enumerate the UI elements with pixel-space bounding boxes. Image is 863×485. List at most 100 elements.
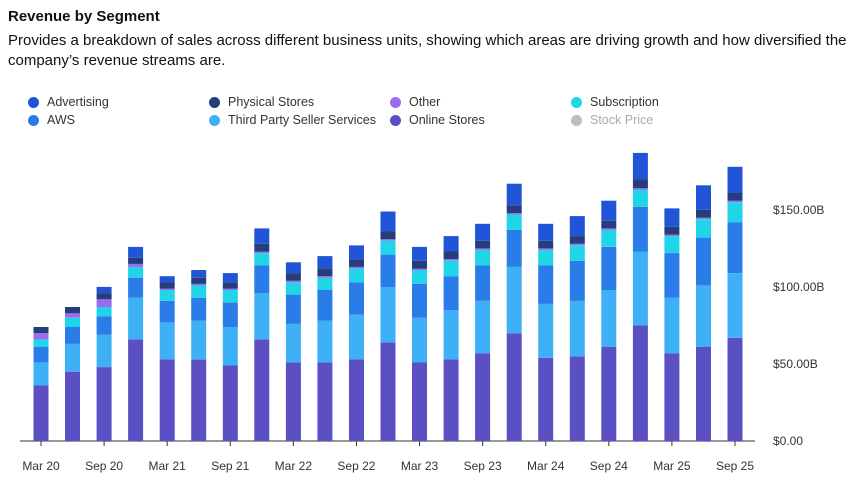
bar-segment-other[interactable] [128,263,144,267]
bar-segment-aws[interactable] [380,254,396,287]
bar-stack-mar-20[interactable] [33,327,49,441]
bar-stack-sep-23[interactable] [475,223,491,441]
bar-segment-advertising[interactable] [443,236,459,252]
bar-segment-subscription[interactable] [443,260,459,277]
bar-segment-physical-stores[interactable] [191,277,207,284]
bar-segment-online-stores[interactable] [191,359,207,441]
bar-segment-aws[interactable] [475,265,491,301]
bar-stack-dec-24[interactable] [632,152,648,441]
bar-segment-physical-stores[interactable] [33,327,49,334]
bar-segment-other[interactable] [222,288,238,291]
bar-segment-third-party-seller-services[interactable] [601,290,617,347]
bar-segment-subscription[interactable] [601,229,617,247]
bar-segment-subscription[interactable] [664,236,680,253]
bar-segment-physical-stores[interactable] [254,243,270,252]
bar-segment-advertising[interactable] [475,223,491,241]
bar-stack-jun-23[interactable] [443,236,459,441]
bar-stack-dec-23[interactable] [506,183,522,441]
bar-segment-physical-stores[interactable] [222,282,238,289]
bar-segment-advertising[interactable] [727,166,743,193]
bar-segment-third-party-seller-services[interactable] [475,300,491,354]
bar-segment-subscription[interactable] [33,339,49,347]
bar-segment-subscription[interactable] [696,219,711,238]
bar-segment-advertising[interactable] [632,152,648,180]
bar-segment-other[interactable] [285,280,301,283]
bar-segment-online-stores[interactable] [317,362,333,441]
legend-item-online-stores[interactable]: Online Stores [390,112,485,128]
bar-segment-aws[interactable] [191,297,207,321]
bar-stack-dec-22[interactable] [380,211,396,442]
bar-segment-physical-stores[interactable] [506,205,522,213]
bar-segment-subscription[interactable] [380,240,396,255]
bar-segment-online-stores[interactable] [664,353,680,441]
bar-stack-jun-20[interactable] [65,307,80,441]
bar-segment-third-party-seller-services[interactable] [96,334,112,368]
bar-segment-online-stores[interactable] [569,356,585,441]
bar-stack-sep-25[interactable] [727,166,743,441]
bar-segment-online-stores[interactable] [254,339,270,441]
bar-stack-mar-22[interactable] [285,262,301,441]
bar-segment-aws[interactable] [696,237,711,286]
legend-item-other[interactable]: Other [390,94,440,110]
bar-segment-physical-stores[interactable] [475,240,491,249]
bar-segment-online-stores[interactable] [349,359,364,441]
bar-segment-online-stores[interactable] [443,359,459,441]
bar-segment-other[interactable] [538,248,554,250]
bar-segment-aws[interactable] [506,229,522,267]
bar-segment-third-party-seller-services[interactable] [569,300,585,357]
bar-segment-physical-stores[interactable] [696,209,711,218]
bar-segment-third-party-seller-services[interactable] [443,310,459,360]
bar-segment-physical-stores[interactable] [317,268,333,277]
bar-segment-advertising[interactable] [159,276,175,283]
bar-segment-online-stores[interactable] [727,337,743,441]
legend-item-subscription[interactable]: Subscription [571,94,659,110]
bar-stack-sep-22[interactable] [349,245,364,441]
bar-segment-physical-stores[interactable] [727,193,743,201]
bar-segment-online-stores[interactable] [696,347,711,441]
bar-stack-dec-21[interactable] [254,228,270,441]
bar-segment-advertising[interactable] [506,183,522,206]
bar-segment-other[interactable] [412,268,427,271]
bar-segment-other[interactable] [601,228,617,230]
bar-segment-subscription[interactable] [317,277,333,290]
bar-segment-aws[interactable] [727,222,743,273]
bar-segment-third-party-seller-services[interactable] [254,293,270,340]
bar-segment-third-party-seller-services[interactable] [727,273,743,338]
bar-segment-third-party-seller-services[interactable] [696,285,711,347]
bar-segment-online-stores[interactable] [285,362,301,441]
bar-segment-other[interactable] [443,259,459,261]
bar-segment-online-stores[interactable] [601,347,617,441]
bar-segment-aws[interactable] [443,276,459,311]
bar-segment-physical-stores[interactable] [538,240,554,249]
bar-segment-other[interactable] [254,251,270,254]
bar-segment-other[interactable] [632,188,648,190]
bar-segment-other[interactable] [569,243,585,246]
bar-segment-advertising[interactable] [285,262,301,274]
bar-segment-third-party-seller-services[interactable] [632,251,648,326]
bar-segment-subscription[interactable] [538,250,554,266]
bar-segment-advertising[interactable] [538,223,554,241]
bar-segment-advertising[interactable] [380,211,396,232]
bar-segment-aws[interactable] [601,246,617,290]
bar-segment-third-party-seller-services[interactable] [317,320,333,363]
bar-segment-third-party-seller-services[interactable] [349,314,364,360]
bar-segment-subscription[interactable] [65,317,80,327]
bar-segment-physical-stores[interactable] [285,273,301,281]
bar-segment-advertising[interactable] [128,246,144,258]
bar-segment-other[interactable] [349,266,364,269]
bar-stack-sep-20[interactable] [96,286,112,441]
bar-segment-subscription[interactable] [191,285,207,298]
bar-segment-online-stores[interactable] [128,339,144,441]
bar-segment-physical-stores[interactable] [159,282,175,289]
bar-segment-third-party-seller-services[interactable] [506,266,522,334]
bar-segment-third-party-seller-services[interactable] [128,297,144,340]
bar-segment-third-party-seller-services[interactable] [33,362,49,386]
legend-item-stock-price[interactable]: Stock Price [571,112,653,128]
bar-segment-aws[interactable] [254,265,270,294]
bar-segment-advertising[interactable] [601,200,617,221]
bar-segment-subscription[interactable] [475,250,491,266]
bar-segment-online-stores[interactable] [412,362,427,441]
bar-segment-subscription[interactable] [569,245,585,261]
bar-segment-aws[interactable] [33,347,49,363]
bar-segment-other[interactable] [664,234,680,237]
